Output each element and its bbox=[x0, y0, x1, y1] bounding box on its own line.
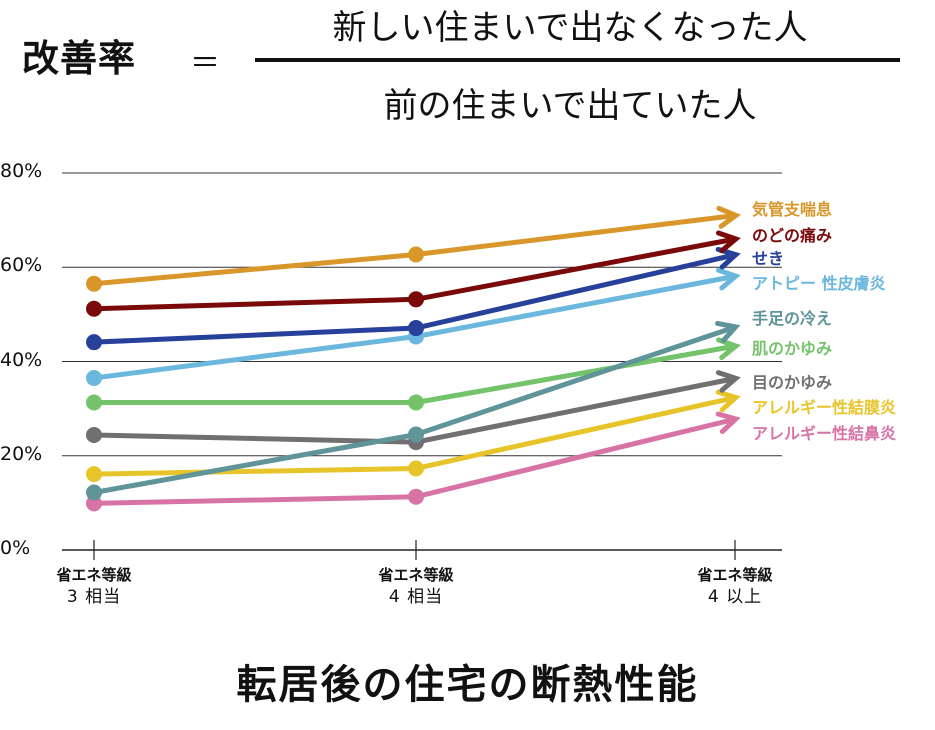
series-label: せき bbox=[752, 249, 785, 268]
series-label: のどの痛み bbox=[752, 226, 833, 245]
data-point bbox=[408, 246, 424, 263]
series-label: 手足の冷え bbox=[752, 309, 833, 328]
series-arrowhead bbox=[715, 320, 741, 344]
x-category-label: 省エネ等級 3 相当 bbox=[24, 564, 164, 608]
y-tick-label: 0% bbox=[0, 537, 31, 559]
series-arrowhead bbox=[715, 389, 741, 413]
series-arrowhead bbox=[715, 230, 741, 254]
x-category-line2: 4 相当 bbox=[388, 587, 444, 607]
data-point bbox=[408, 426, 424, 443]
formula-numerator: 新しい住まいで出なくなった人 bbox=[332, 8, 808, 48]
data-point bbox=[86, 466, 102, 483]
data-point bbox=[86, 484, 102, 501]
formula-denominator: 前の住まいで出ていた人 bbox=[383, 86, 757, 126]
fraction-bar bbox=[255, 58, 900, 62]
series-label: アトピー 性皮膚炎 bbox=[752, 274, 886, 293]
data-point bbox=[86, 369, 102, 386]
y-tick-label: 40% bbox=[0, 348, 43, 371]
formula-lhs: 改善率 bbox=[22, 37, 136, 80]
series-label: アレルギー性結鼻炎 bbox=[752, 424, 897, 443]
x-category-line1: 省エネ等級 bbox=[378, 566, 454, 584]
series-label: アレルギー性結膜炎 bbox=[752, 398, 897, 417]
x-category-label: 省エネ等級 4 以上 bbox=[665, 564, 805, 608]
data-point bbox=[86, 427, 102, 444]
x-category-line1: 省エネ等級 bbox=[56, 566, 132, 584]
series-label: 目のかゆみ bbox=[752, 373, 833, 392]
data-point bbox=[86, 334, 102, 351]
x-axis-title: 転居後の住宅の断熱性能 bbox=[236, 662, 699, 708]
series-label: 肌のかゆみ bbox=[752, 339, 833, 358]
data-point bbox=[86, 275, 102, 292]
y-tick-label: 60% bbox=[0, 254, 43, 277]
data-point bbox=[86, 394, 102, 411]
data-point bbox=[86, 300, 102, 317]
formula-equals: ＝ bbox=[190, 46, 220, 81]
data-point bbox=[408, 460, 424, 477]
x-category-label: 省エネ等級 4 相当 bbox=[346, 564, 486, 608]
x-category-line1: 省エネ等級 bbox=[697, 566, 773, 584]
series-arrowhead bbox=[715, 411, 741, 435]
y-tick-label: 20% bbox=[0, 442, 43, 465]
y-tick-label: 80% bbox=[0, 160, 43, 182]
series-line bbox=[91, 344, 731, 405]
series-label: 気管支喘息 bbox=[752, 200, 833, 219]
x-category-line2: 4 以上 bbox=[707, 587, 763, 607]
data-point bbox=[408, 320, 424, 337]
data-point bbox=[408, 394, 424, 411]
series-arrowhead bbox=[715, 267, 741, 291]
data-point bbox=[408, 488, 424, 505]
series-arrowhead bbox=[716, 205, 742, 229]
series-arrowhead bbox=[715, 370, 741, 393]
data-point bbox=[408, 291, 424, 308]
x-category-line2: 3 相当 bbox=[66, 587, 122, 607]
